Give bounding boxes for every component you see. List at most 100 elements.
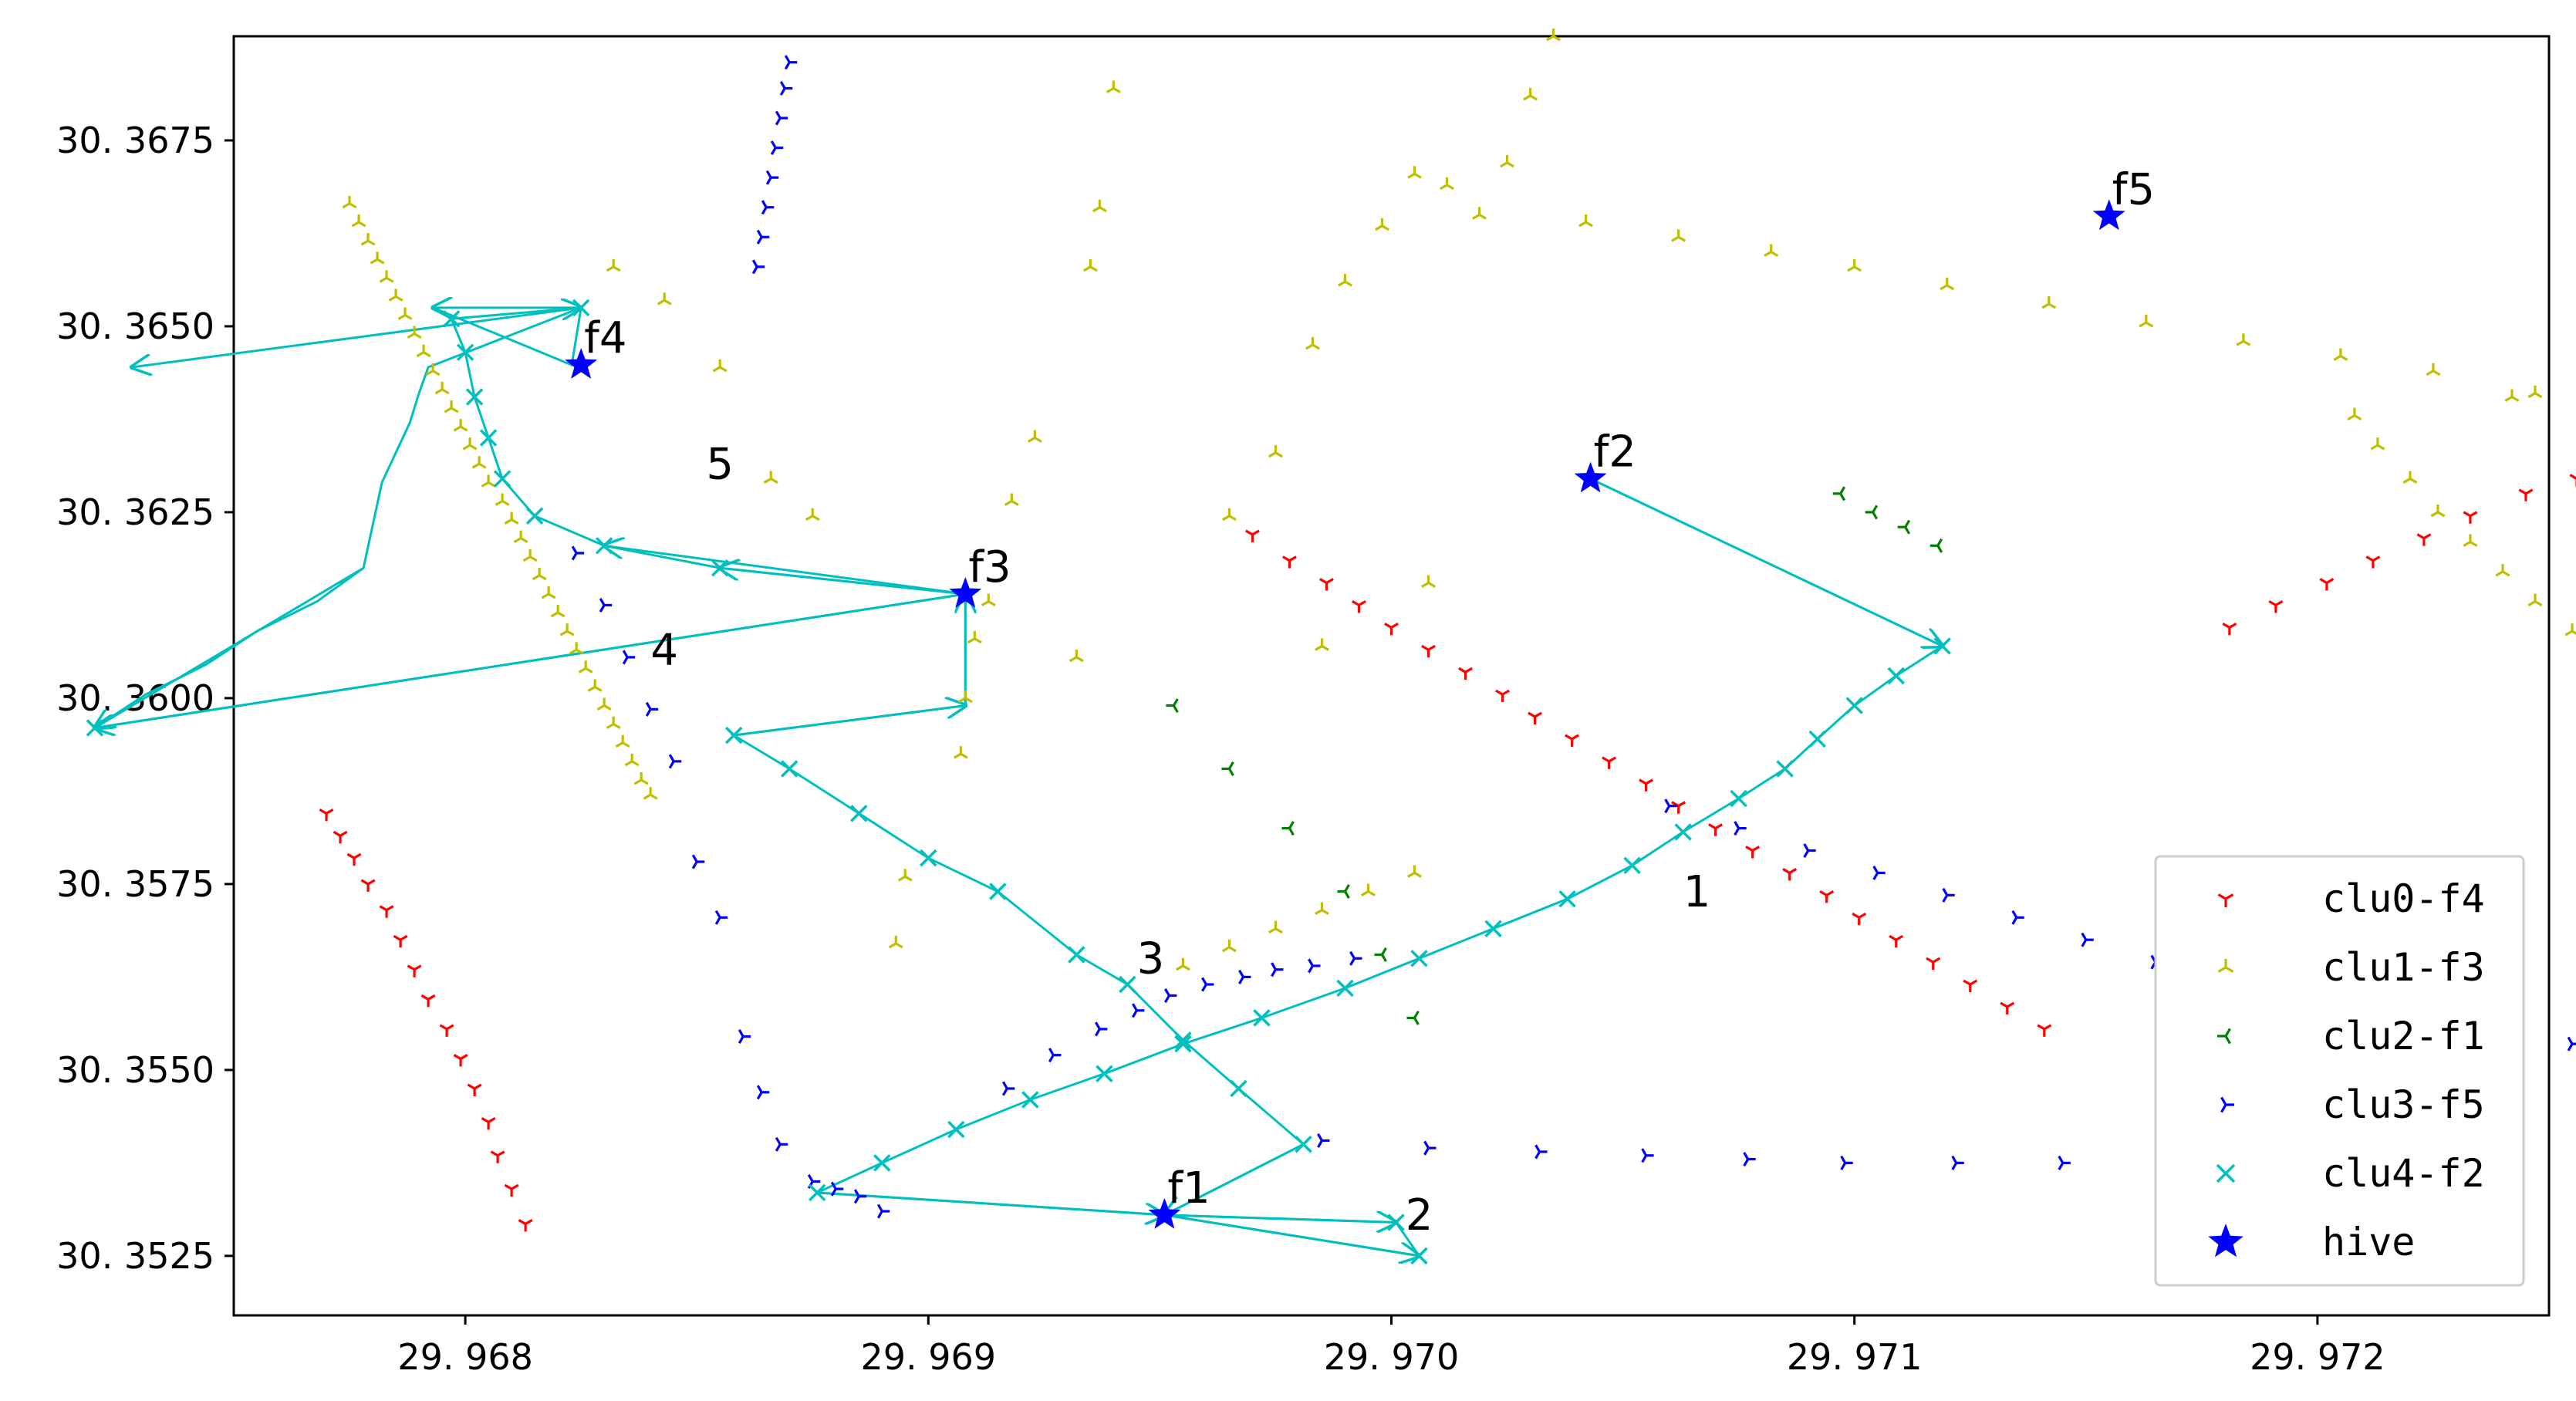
point-clu4-f2 (1623, 856, 1641, 875)
point-clu1-f3 (434, 381, 450, 395)
point-clu0-f4 (1745, 846, 1761, 859)
legend-label: clu1-f3 (2322, 945, 2485, 990)
y-axis: 30. 3525 30. 3550 30. 3575 30. 3600 30. 3625… (56, 120, 234, 1277)
point-clu3-f5 (1423, 1140, 1437, 1156)
point-clu4-f2 (1295, 1136, 1312, 1153)
x-tick-label: 29. 971 (1787, 1336, 1923, 1378)
point-clu3-f5 (1238, 969, 1251, 984)
point-clu2-f1 (1897, 519, 1911, 535)
point-clu1-f3 (888, 936, 903, 949)
point-clu1-f3 (1671, 229, 1686, 242)
point-clu0-f4 (407, 964, 422, 977)
point-clu3-f5 (775, 1136, 788, 1152)
point-clu4-f2 (1387, 1214, 1405, 1231)
point-clu1-f3 (1375, 218, 1389, 231)
point-clu3-f5 (1164, 988, 1177, 1003)
point-clu3-f5 (1317, 1133, 1330, 1148)
point-clu2-f1 (1166, 698, 1179, 714)
point-clu0-f4 (1819, 890, 1835, 903)
point-clu1-f3 (388, 289, 403, 302)
point-clu0-f4 (481, 1116, 496, 1130)
point-clu1-f3 (957, 690, 973, 704)
point-clu0-f4 (2569, 474, 2576, 487)
point-clu1-f3 (351, 214, 366, 228)
point-clu1-f3 (657, 292, 672, 306)
point-clu0-f4 (1421, 644, 1436, 658)
point-clu0-f4 (2000, 1001, 2015, 1014)
point-clu1-f3 (2426, 363, 2441, 376)
legend-label: clu2-f1 (2322, 1014, 2485, 1058)
hive-label: f3 (968, 542, 1011, 592)
point-clu0-f4 (1384, 622, 1399, 636)
point-clu0-f4 (2037, 1024, 2052, 1037)
point-clu1-f3 (504, 511, 519, 525)
point-clu0-f4 (1565, 734, 1580, 747)
point-clu0-f4 (1319, 578, 1334, 591)
legend-marker (2217, 893, 2234, 907)
point-clu3-f5 (770, 140, 784, 156)
point-clu0-f4 (1639, 778, 1654, 792)
point-clu3-f5 (1872, 865, 1886, 880)
point-clu3-f5 (1641, 1148, 1654, 1163)
point-clu1-f3 (2564, 623, 2576, 636)
x-tick-label: 29. 972 (2250, 1336, 2385, 1378)
point-clu1-f3 (1092, 199, 1107, 213)
point-clu4-f2 (1558, 890, 1576, 908)
point-clu4-f2 (1021, 1091, 1039, 1109)
point-clu1-f3 (606, 258, 621, 272)
point-clu0-f4 (379, 905, 394, 918)
point-clu4-f2 (1484, 920, 1502, 937)
point-clu0-f4 (2518, 488, 2534, 501)
point-clu4-f2 (465, 388, 484, 406)
point-clu1-f3 (370, 252, 385, 265)
point-clu1-f3 (495, 493, 510, 506)
point-clu0-f4 (1782, 868, 1798, 881)
point-clu1-f3 (471, 456, 487, 469)
point-clu1-f3 (1500, 154, 1515, 168)
point-clu1-f3 (1407, 865, 1422, 878)
point-clu3-f5 (779, 81, 793, 96)
point-clu3-f5 (1803, 843, 1816, 858)
x-tick-label: 29. 969 (861, 1336, 997, 1378)
route-arrow (1589, 478, 1943, 646)
point-clu1-f3 (578, 660, 593, 673)
y-tick-label: 30. 3600 (56, 677, 214, 719)
point-clu1-f3 (1421, 575, 1436, 588)
point-clu1-f3 (2527, 385, 2543, 399)
point-hive (2092, 199, 2125, 231)
point-clu4-f2 (1068, 946, 1085, 964)
point-clu4-f2 (920, 849, 937, 867)
legend-label: clu3-f5 (2322, 1082, 2485, 1127)
point-clu0-f4 (1963, 979, 1978, 993)
point-clu4-f2 (595, 537, 613, 555)
hive-label: f4 (584, 313, 626, 363)
point-clu1-f3 (712, 359, 728, 373)
point-clu1-f3 (1221, 939, 1237, 953)
legend-marker (2220, 1096, 2234, 1113)
route-arrow (1164, 1214, 1419, 1256)
point-clu4-f2 (873, 1154, 891, 1172)
point-clu0-f4 (1708, 823, 1724, 836)
point-clu0-f4 (393, 934, 408, 948)
point-clu1-f3 (1546, 29, 1561, 42)
point-clu1-f3 (953, 746, 968, 759)
point-clu4-f2 (989, 883, 1007, 900)
route-step-label: 5 (706, 440, 734, 490)
point-hive (1148, 1197, 1181, 1229)
point-clu3-f5 (756, 229, 770, 245)
point-clu1-f3 (425, 363, 441, 376)
point-clu1-f3 (360, 233, 376, 246)
route-step-label: 2 (1406, 1190, 1433, 1241)
point-clu1-f3 (2370, 437, 2385, 451)
point-clu1-f3 (2495, 564, 2510, 577)
point-clu3-f5 (1743, 1152, 1756, 1167)
point-clu3-f5 (830, 1181, 844, 1197)
point-clu4-f2 (1933, 637, 1951, 655)
point-clu3-f5 (645, 701, 659, 717)
point-clu1-f3 (1472, 207, 1487, 220)
hive-label: f2 (1594, 427, 1636, 478)
point-clu4-f2 (479, 429, 498, 447)
y-tick-label: 30. 3675 (56, 120, 214, 161)
point-clu3-f5 (1734, 821, 1747, 836)
point-clu1-f3 (1315, 902, 1329, 916)
